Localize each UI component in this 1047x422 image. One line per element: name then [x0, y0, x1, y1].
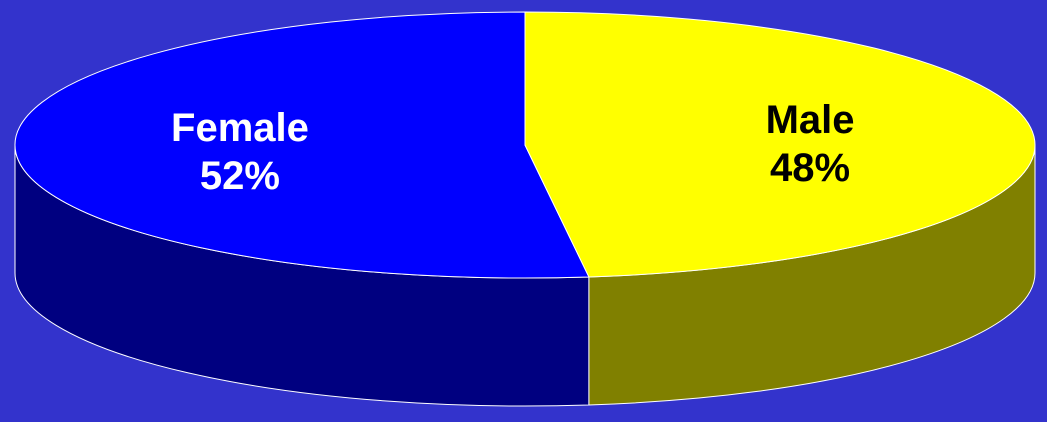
slice-value-female: 52%: [200, 154, 280, 198]
slice-label-female: Female: [171, 106, 309, 150]
slice-value-male: 48%: [770, 146, 850, 190]
slice-label-male: Male: [766, 98, 855, 142]
pie-slice-female: [14, 11, 590, 279]
pie-tops: [14, 11, 1036, 279]
pie-slice-male: [524, 11, 1036, 278]
